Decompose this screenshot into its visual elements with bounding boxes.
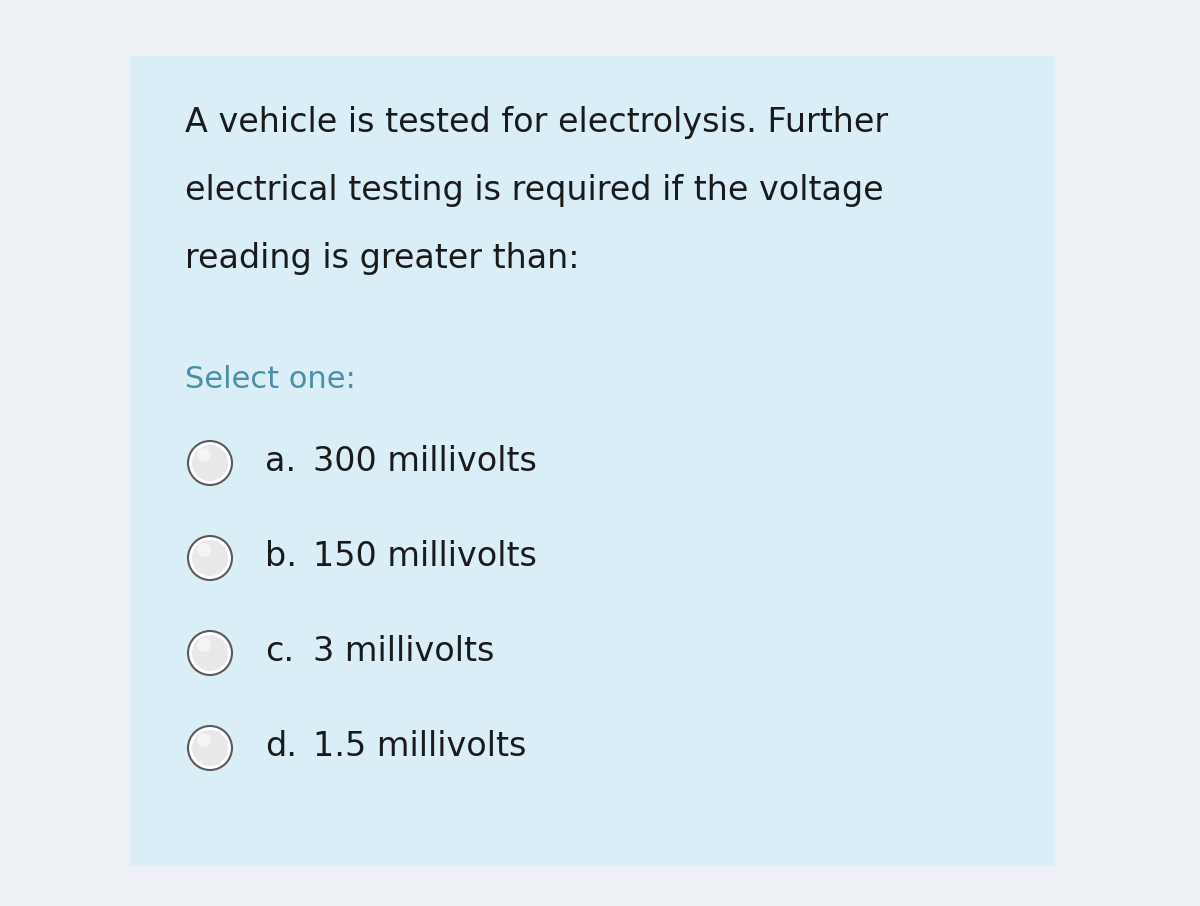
Circle shape (197, 543, 211, 557)
Text: b.: b. (265, 540, 298, 573)
Circle shape (192, 540, 228, 576)
Text: 3 millivolts: 3 millivolts (313, 635, 494, 668)
Circle shape (192, 635, 228, 671)
Circle shape (197, 448, 211, 462)
Circle shape (188, 441, 232, 485)
Text: d.: d. (265, 730, 298, 763)
Text: electrical testing is required if the voltage: electrical testing is required if the vo… (185, 174, 883, 207)
Text: 1.5 millivolts: 1.5 millivolts (313, 730, 527, 763)
Circle shape (197, 733, 211, 747)
Text: Select one:: Select one: (185, 365, 355, 394)
Text: A vehicle is tested for electrolysis. Further: A vehicle is tested for electrolysis. Fu… (185, 106, 888, 139)
Circle shape (192, 445, 228, 481)
Text: 300 millivolts: 300 millivolts (313, 445, 536, 478)
Circle shape (197, 638, 211, 652)
Text: 150 millivolts: 150 millivolts (313, 540, 536, 573)
Circle shape (188, 631, 232, 675)
Circle shape (188, 726, 232, 770)
Text: reading is greater than:: reading is greater than: (185, 242, 580, 275)
Circle shape (192, 730, 228, 766)
Circle shape (188, 536, 232, 580)
Text: c.: c. (265, 635, 294, 668)
Text: a.: a. (265, 445, 296, 478)
FancyBboxPatch shape (130, 56, 1055, 866)
